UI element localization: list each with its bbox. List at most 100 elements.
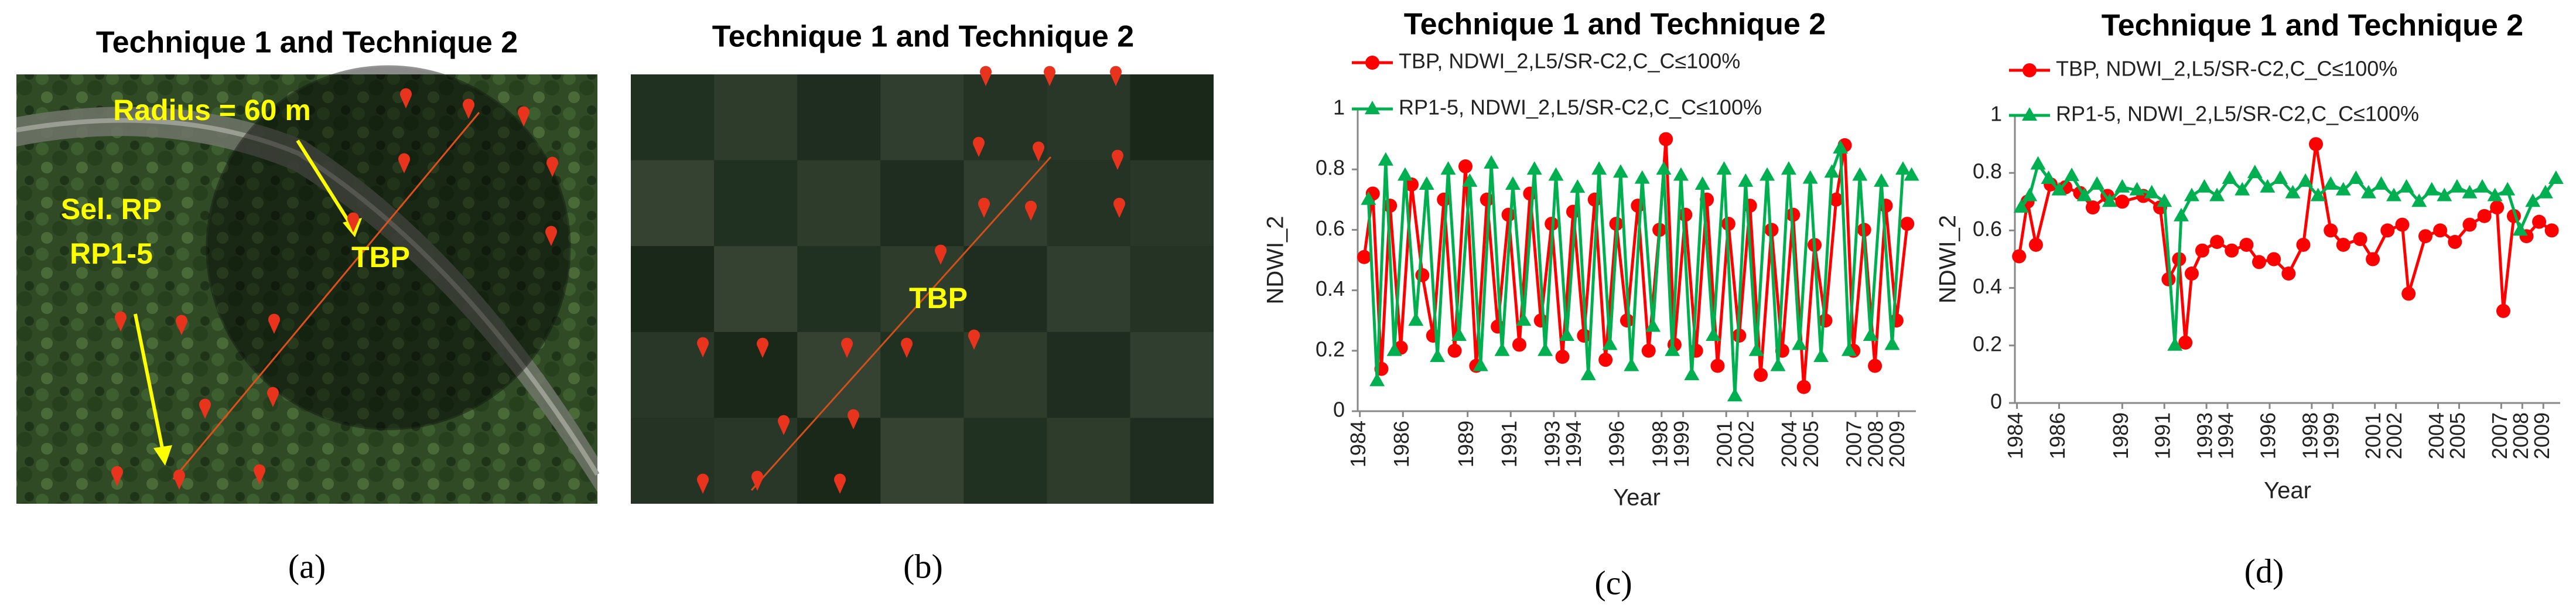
marker — [2267, 252, 2281, 267]
map-pin — [268, 313, 280, 334]
map-pin — [463, 98, 475, 119]
map-pin — [176, 315, 187, 335]
marker — [1694, 176, 1710, 190]
image-tile — [631, 246, 715, 332]
marker — [2298, 173, 2314, 187]
x-tick-label: 2004 — [1777, 421, 1801, 467]
x-axis-label: Year — [1613, 485, 1661, 511]
map-pin — [1032, 141, 1045, 162]
marker — [2437, 187, 2452, 201]
image-tile — [880, 74, 964, 160]
x-tick-label: 2007 — [1842, 421, 1866, 467]
marker — [1612, 164, 1628, 178]
marker — [1591, 161, 1607, 175]
x-tick-label: 1993 — [1540, 421, 1564, 467]
marker — [1781, 161, 1796, 175]
marker — [2380, 223, 2395, 238]
legend-label: RP1-5, NDWI_2,L5/SR-C2,C_C≤100% — [1399, 95, 1762, 119]
marker — [1404, 177, 1419, 192]
image-tile — [1047, 418, 1130, 504]
marker — [1538, 342, 1553, 356]
marker — [2448, 235, 2462, 250]
marker — [1874, 173, 1890, 187]
marker — [1727, 388, 1743, 402]
marker — [2157, 193, 2172, 207]
satellite-image — [631, 74, 1214, 504]
panel-caption: (a) — [288, 547, 326, 585]
image-label: Sel. RP — [61, 193, 162, 226]
x-tick-label: 2002 — [1734, 421, 1758, 467]
x-tick-label: 2005 — [2445, 412, 2469, 459]
marker — [1868, 358, 1883, 373]
marker — [2285, 185, 2301, 199]
marker — [1792, 336, 1808, 350]
marker — [2076, 187, 2092, 201]
map-pin — [980, 66, 992, 86]
marker — [1721, 217, 1735, 231]
marker — [2030, 156, 2046, 170]
marker — [2210, 235, 2225, 250]
marker — [1357, 250, 1372, 264]
map-pin — [398, 153, 411, 173]
transect-line — [750, 156, 1052, 491]
marker — [2184, 187, 2199, 201]
marker — [1526, 161, 1542, 175]
marker — [1833, 140, 1849, 154]
map-pin — [1025, 200, 1037, 221]
marker — [2487, 187, 2503, 201]
marker — [2281, 267, 2296, 281]
marker — [1512, 337, 1526, 352]
marker — [1408, 312, 1424, 326]
marker — [1419, 176, 1434, 190]
marker — [2336, 237, 2350, 252]
image-tile — [1130, 332, 1214, 418]
image-tile — [880, 332, 964, 418]
image-tile — [1047, 74, 1130, 160]
marker — [1884, 336, 1900, 350]
marker — [2353, 232, 2367, 247]
x-tick-label: 1996 — [1605, 421, 1629, 467]
marker — [1852, 167, 1868, 181]
x-tick-label: 1986 — [2045, 412, 2069, 459]
y-axis-label: NDWI_2 — [1263, 216, 1289, 304]
marker — [1451, 327, 1467, 341]
marker — [2178, 335, 2193, 350]
x-tick-label: 2009 — [1885, 421, 1909, 467]
marker — [2525, 193, 2541, 207]
marker — [2041, 170, 2056, 185]
marker — [1602, 336, 1618, 350]
marker — [2424, 182, 2440, 196]
marker — [1458, 159, 1473, 174]
marker — [2051, 182, 2067, 196]
map-pin — [267, 387, 279, 407]
image-tile — [797, 332, 881, 418]
map-pin — [935, 244, 947, 265]
y-tick-label: 0.2 — [1316, 337, 1345, 361]
x-tick-label: 1989 — [2109, 412, 2133, 459]
marker — [2129, 182, 2145, 196]
image-tile — [714, 246, 798, 332]
image-tile — [1047, 246, 1130, 332]
marker — [2532, 214, 2547, 229]
marker — [1484, 155, 1499, 169]
marker — [2335, 182, 2351, 196]
y-tick-label: 0.6 — [1316, 216, 1345, 240]
marker — [2196, 179, 2212, 193]
x-tick-label: 1994 — [1562, 421, 1586, 467]
y-tick-label: 0.2 — [1973, 332, 2002, 356]
x-tick-label: 1999 — [1669, 421, 1693, 467]
image-label: Radius = 60 m — [113, 94, 311, 127]
marker — [1440, 161, 1456, 175]
image-tile — [1130, 160, 1214, 247]
x-tick-label: 2008 — [2509, 412, 2533, 459]
marker — [2433, 223, 2448, 238]
map-pin — [400, 88, 412, 108]
marker — [1369, 373, 1385, 387]
panel-caption: (c) — [1594, 563, 1632, 602]
legend-label: TBP, NDWI_2,L5/SR-C2,C_C≤100% — [2056, 57, 2397, 81]
x-tick-label: 1986 — [1389, 421, 1413, 467]
image-tile — [797, 160, 881, 247]
image-tile — [964, 418, 1047, 504]
image-label: RP1-5 — [70, 237, 153, 270]
marker — [2366, 252, 2380, 267]
